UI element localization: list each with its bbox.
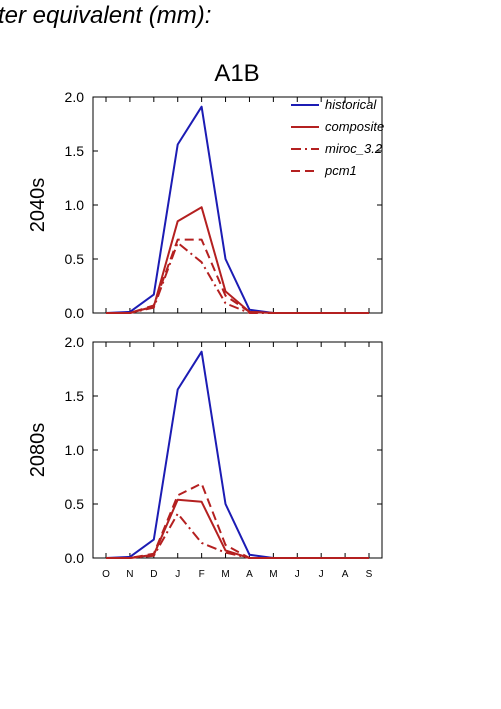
panel-1: 0.0 0.5 1.0 1.5 2.0 2040s historical composite m… bbox=[27, 89, 384, 321]
x-tick-label: F bbox=[199, 569, 205, 580]
x-tick-label: M bbox=[269, 569, 277, 580]
x-tick-label: N bbox=[126, 569, 133, 580]
legend-label: miroc_3.2 bbox=[325, 141, 383, 156]
series-line-historical bbox=[105, 350, 369, 559]
series-line-composite bbox=[106, 206, 369, 314]
y-tick-label: 0.0 bbox=[65, 305, 85, 321]
y-tick-label: 1.0 bbox=[65, 442, 85, 458]
x-tick-label: J bbox=[295, 569, 300, 580]
page-title: ter equivalent (mm): bbox=[0, 2, 212, 29]
panel-2: 0.0 0.5 1.0 1.5 2.0 O N D J F M A M J J A S 2080s bbox=[27, 334, 383, 580]
y-tick-label: 0.0 bbox=[65, 550, 85, 566]
x-tick-label: D bbox=[150, 569, 157, 580]
legend: historical composite miroc_3.2 pcm1 bbox=[291, 97, 384, 178]
legend-label: historical bbox=[325, 97, 377, 112]
plot-frame bbox=[92, 341, 383, 559]
x-tick-label: A bbox=[246, 569, 253, 580]
x-tick-label: J bbox=[319, 569, 324, 580]
series-line-pcm1 bbox=[106, 238, 369, 314]
x-tick-label: O bbox=[102, 569, 110, 580]
series-line-miroc-3-2 bbox=[106, 512, 369, 559]
row-label: 2080s bbox=[27, 423, 49, 478]
y-tick-label: 0.5 bbox=[65, 496, 85, 512]
y-tick-label: 2.0 bbox=[65, 334, 85, 350]
x-tick-label: S bbox=[366, 569, 373, 580]
y-tick-label: 1.0 bbox=[65, 197, 85, 213]
x-tick-label: A bbox=[342, 569, 349, 580]
chart-title: A1B bbox=[214, 60, 259, 87]
y-tick-label: 1.5 bbox=[65, 388, 85, 404]
series-line-pcm1 bbox=[106, 482, 369, 559]
y-tick-label: 1.5 bbox=[65, 143, 85, 159]
series-line-miroc-3-2 bbox=[106, 241, 369, 314]
series-line-historical bbox=[105, 105, 369, 314]
legend-label: composite bbox=[325, 119, 384, 134]
row-label: 2040s bbox=[27, 178, 49, 233]
x-tick-label: J bbox=[175, 569, 180, 580]
y-tick-label: 2.0 bbox=[65, 89, 85, 105]
x-tick-label: M bbox=[221, 569, 229, 580]
y-tick-label: 0.5 bbox=[65, 251, 85, 267]
legend-label: pcm1 bbox=[324, 163, 357, 178]
